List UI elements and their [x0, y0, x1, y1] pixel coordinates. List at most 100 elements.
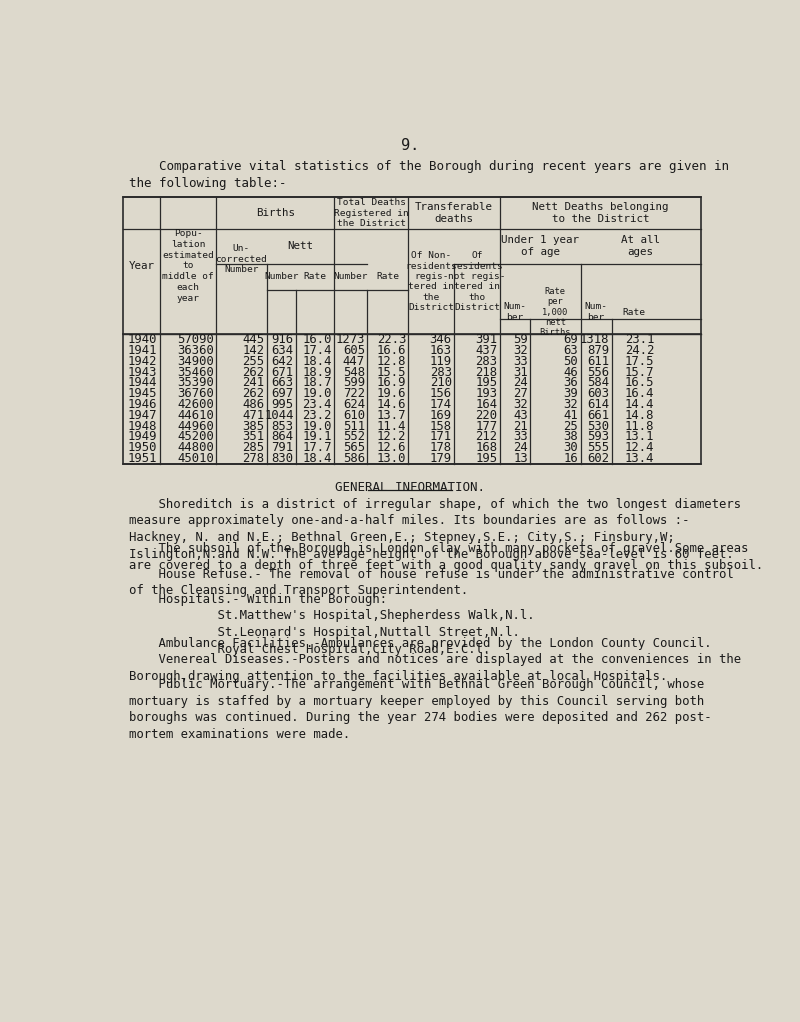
Text: 12.8: 12.8: [377, 355, 406, 368]
Text: 1940: 1940: [127, 333, 157, 346]
Text: 178: 178: [430, 442, 452, 454]
Text: 15.5: 15.5: [377, 366, 406, 378]
Text: 44800: 44800: [177, 442, 214, 454]
Text: 69: 69: [563, 333, 578, 346]
Text: 1942: 1942: [127, 355, 157, 368]
Text: 1949: 1949: [127, 430, 157, 444]
Text: 174: 174: [430, 398, 452, 411]
Text: 603: 603: [587, 387, 609, 401]
Text: The subsoil of the Borough is London clay with many pockets of gravel.Some areas: The subsoil of the Borough is London cla…: [130, 543, 764, 572]
Text: 36760: 36760: [177, 387, 214, 401]
Text: 18.7: 18.7: [302, 376, 332, 389]
Text: 163: 163: [430, 344, 452, 357]
Text: 586: 586: [343, 452, 365, 465]
Text: 1944: 1944: [127, 376, 157, 389]
Text: 35460: 35460: [177, 366, 214, 378]
Text: 44960: 44960: [177, 419, 214, 432]
Text: 19.0: 19.0: [302, 419, 332, 432]
Text: 32: 32: [513, 398, 528, 411]
Text: 13.0: 13.0: [377, 452, 406, 465]
Text: 722: 722: [343, 387, 365, 401]
Text: 1044: 1044: [264, 409, 294, 422]
Text: Total Deaths
Registered in
the District: Total Deaths Registered in the District: [334, 198, 409, 228]
Text: 530: 530: [587, 419, 609, 432]
Text: 42600: 42600: [177, 398, 214, 411]
Text: 193: 193: [475, 387, 498, 401]
Text: Number: Number: [334, 272, 368, 281]
Text: 33: 33: [513, 430, 528, 444]
Text: 35390: 35390: [177, 376, 214, 389]
Bar: [123, 197, 701, 464]
Text: 12.2: 12.2: [377, 430, 406, 444]
Text: 17.4: 17.4: [302, 344, 332, 357]
Text: 13: 13: [513, 452, 528, 465]
Text: 346: 346: [430, 333, 452, 346]
Text: 179: 179: [430, 452, 452, 465]
Text: 16: 16: [563, 452, 578, 465]
Text: 27: 27: [513, 387, 528, 401]
Text: Venereal Diseases.-Posters and notices are displayed at the conveniences in the
: Venereal Diseases.-Posters and notices a…: [130, 653, 742, 683]
Text: 16.5: 16.5: [625, 376, 654, 389]
Text: 511: 511: [343, 419, 365, 432]
Text: 13.4: 13.4: [625, 452, 654, 465]
Text: 602: 602: [587, 452, 609, 465]
Text: Rate
per
1,000
nett
Births: Rate per 1,000 nett Births: [539, 287, 571, 337]
Text: 15.7: 15.7: [625, 366, 654, 378]
Text: 119: 119: [430, 355, 452, 368]
Text: 24.2: 24.2: [625, 344, 654, 357]
Text: Rate: Rate: [622, 308, 646, 317]
Text: 1946: 1946: [127, 398, 157, 411]
Text: 995: 995: [272, 398, 294, 411]
Text: 171: 171: [430, 430, 452, 444]
Text: 23.2: 23.2: [302, 409, 332, 422]
Text: Number: Number: [264, 272, 298, 281]
Text: 46: 46: [563, 366, 578, 378]
Text: 879: 879: [587, 344, 609, 357]
Text: 45010: 45010: [177, 452, 214, 465]
Text: 158: 158: [430, 419, 452, 432]
Text: At all
ages: At all ages: [621, 235, 660, 257]
Text: 12.4: 12.4: [625, 442, 654, 454]
Text: 164: 164: [475, 398, 498, 411]
Text: 169: 169: [430, 409, 452, 422]
Text: 18.4: 18.4: [302, 452, 332, 465]
Text: 24: 24: [513, 376, 528, 389]
Text: Comparative vital statistics of the Borough during recent years are given in
the: Comparative vital statistics of the Boro…: [130, 159, 730, 190]
Text: 195: 195: [475, 376, 498, 389]
Text: 634: 634: [272, 344, 294, 357]
Text: 642: 642: [272, 355, 294, 368]
Text: 16.9: 16.9: [377, 376, 406, 389]
Text: 351: 351: [242, 430, 264, 444]
Text: House Refuse.- The removal of house refuse is under the administrative control
o: House Refuse.- The removal of house refu…: [130, 567, 734, 597]
Text: 241: 241: [242, 376, 264, 389]
Text: 220: 220: [475, 409, 498, 422]
Text: 1950: 1950: [127, 442, 157, 454]
Text: 16.6: 16.6: [377, 344, 406, 357]
Text: 437: 437: [475, 344, 498, 357]
Text: 32: 32: [563, 398, 578, 411]
Text: 697: 697: [272, 387, 294, 401]
Text: 864: 864: [272, 430, 294, 444]
Text: 142: 142: [242, 344, 264, 357]
Text: Num-
ber: Num- ber: [585, 303, 607, 322]
Text: 44610: 44610: [177, 409, 214, 422]
Text: 17.5: 17.5: [625, 355, 654, 368]
Text: 471: 471: [242, 409, 264, 422]
Text: 605: 605: [343, 344, 365, 357]
Text: 791: 791: [272, 442, 294, 454]
Text: 13.7: 13.7: [377, 409, 406, 422]
Text: Nett: Nett: [287, 241, 314, 251]
Text: 19.6: 19.6: [377, 387, 406, 401]
Text: Un-
corrected
Number: Un- corrected Number: [215, 244, 267, 274]
Text: Public Mortuary.-The arrangement with Bethnal Green Borough Council, whose
mortu: Public Mortuary.-The arrangement with Be…: [130, 678, 712, 741]
Text: 210: 210: [430, 376, 452, 389]
Text: Num-
ber: Num- ber: [503, 303, 526, 322]
Text: 552: 552: [343, 430, 365, 444]
Text: 33: 33: [513, 355, 528, 368]
Text: 262: 262: [242, 366, 264, 378]
Text: Year: Year: [129, 261, 155, 271]
Text: 212: 212: [475, 430, 498, 444]
Text: 22.3: 22.3: [377, 333, 406, 346]
Text: 262: 262: [242, 387, 264, 401]
Text: 32: 32: [513, 344, 528, 357]
